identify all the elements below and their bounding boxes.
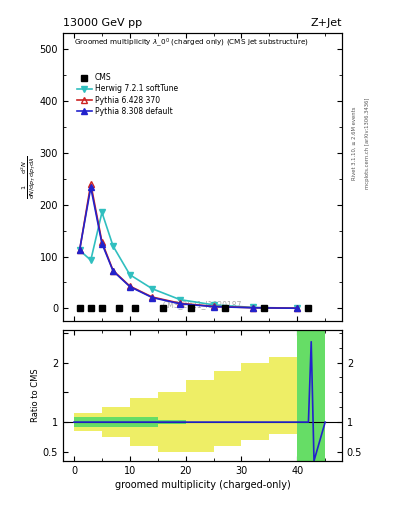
Text: 13000 GeV pp: 13000 GeV pp [63, 18, 142, 28]
Herwig 7.2.1 softTune [211, 302, 216, 308]
CMS [189, 305, 194, 311]
CMS [261, 305, 266, 311]
Pythia 8.308 default [178, 301, 182, 307]
Text: mcplots.cern.ch [arXiv:1306.3436]: mcplots.cern.ch [arXiv:1306.3436] [365, 98, 371, 189]
Text: CMS_2021_I1920187: CMS_2021_I1920187 [163, 300, 242, 309]
Line: Pythia 6.428 370: Pythia 6.428 370 [77, 181, 300, 311]
Pythia 6.428 370 [150, 294, 154, 300]
X-axis label: groomed multiplicity (charged-only): groomed multiplicity (charged-only) [114, 480, 290, 490]
Herwig 7.2.1 softTune [178, 296, 182, 303]
Herwig 7.2.1 softTune [295, 305, 299, 311]
Pythia 8.308 default [150, 294, 154, 301]
CMS [88, 305, 93, 311]
Pythia 6.428 370 [127, 283, 132, 289]
Line: Pythia 8.308 default: Pythia 8.308 default [77, 185, 300, 311]
Pythia 6.428 370 [111, 267, 116, 273]
Herwig 7.2.1 softTune [77, 247, 82, 253]
Text: Groomed multiplicity $\lambda\_0^0$ (charged only) (CMS jet substructure): Groomed multiplicity $\lambda\_0^0$ (cha… [74, 36, 309, 49]
Pythia 6.428 370 [88, 181, 93, 187]
Pythia 6.428 370 [250, 305, 255, 311]
Pythia 8.308 default [88, 184, 93, 190]
Line: CMS: CMS [77, 306, 311, 311]
Text: Z+Jet: Z+Jet [310, 18, 342, 28]
Herwig 7.2.1 softTune [127, 272, 132, 278]
Herwig 7.2.1 softTune [88, 257, 93, 263]
Pythia 8.308 default [295, 305, 299, 311]
CMS [77, 305, 82, 311]
CMS [116, 305, 121, 311]
Herwig 7.2.1 softTune [250, 304, 255, 310]
Line: Herwig 7.2.1 softTune: Herwig 7.2.1 softTune [77, 209, 300, 311]
Pythia 8.308 default [111, 268, 116, 274]
Pythia 8.308 default [211, 304, 216, 310]
CMS [161, 305, 166, 311]
Pythia 8.308 default [127, 284, 132, 290]
Herwig 7.2.1 softTune [111, 243, 116, 249]
CMS [133, 305, 138, 311]
Pythia 8.308 default [99, 241, 104, 247]
Pythia 6.428 370 [178, 300, 182, 306]
Herwig 7.2.1 softTune [99, 209, 104, 216]
Pythia 6.428 370 [295, 305, 299, 311]
Pythia 6.428 370 [77, 247, 82, 253]
Pythia 8.308 default [77, 247, 82, 253]
Pythia 6.428 370 [211, 303, 216, 309]
Y-axis label: Ratio to CMS: Ratio to CMS [31, 369, 40, 422]
Pythia 6.428 370 [99, 239, 104, 245]
Text: Rivet 3.1.10, ≥ 2.6M events: Rivet 3.1.10, ≥ 2.6M events [352, 106, 357, 180]
Pythia 8.308 default [250, 305, 255, 311]
CMS [99, 305, 104, 311]
Herwig 7.2.1 softTune [150, 286, 154, 292]
Legend: CMS, Herwig 7.2.1 softTune, Pythia 6.428 370, Pythia 8.308 default: CMS, Herwig 7.2.1 softTune, Pythia 6.428… [75, 72, 180, 118]
CMS [306, 305, 311, 311]
CMS [222, 305, 227, 311]
Y-axis label: $\frac{1}{\mathrm{d}N/\mathrm{d}p_T}\frac{\mathrm{d}^2N}{\mathrm{d}p_T\mathrm{d}: $\frac{1}{\mathrm{d}N/\mathrm{d}p_T}\fra… [20, 156, 38, 199]
